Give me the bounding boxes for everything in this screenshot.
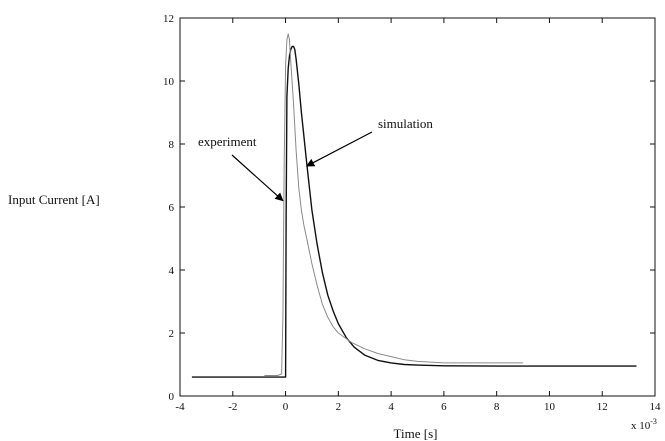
x-tick-label: 2 <box>336 401 342 413</box>
axis-ticks <box>179 17 656 397</box>
y-tick-label: 10 <box>163 76 175 88</box>
y-tick-label: 8 <box>169 139 175 151</box>
x-axis-multiplier: x 10-3 <box>631 417 657 432</box>
y-tick-label: 6 <box>169 202 175 214</box>
annotations: experiment simulation <box>198 116 433 202</box>
y-tick-label: 2 <box>169 328 175 340</box>
x-tick-label: 14 <box>650 401 662 413</box>
series-line-experiment <box>264 33 524 376</box>
x-tick-label: 10 <box>544 401 556 413</box>
x-tick-label: 12 <box>597 401 608 413</box>
x-tick-label: 8 <box>494 401 500 413</box>
y-tick-label: 4 <box>169 265 175 277</box>
y-axis-label: Input Current [A] <box>8 192 100 207</box>
annotation-experiment: experiment <box>198 134 257 149</box>
x-tick-label: -4 <box>175 401 185 413</box>
x-tick-label: 0 <box>283 401 289 413</box>
annotation-arrow-simulation <box>305 131 373 167</box>
x-tick-label: 4 <box>388 401 394 413</box>
y-tick-labels: 0 2 4 6 8 10 12 <box>163 13 175 403</box>
series-lines <box>191 33 637 378</box>
plot-area-frame <box>179 17 656 397</box>
x-axis-label: Time [s] <box>394 426 438 441</box>
x-tick-labels: -4 -2 0 2 4 6 8 10 12 14 <box>175 401 661 413</box>
annotation-arrow-experiment <box>231 154 284 202</box>
y-tick-label: 0 <box>169 391 175 403</box>
x-tick-label: 6 <box>441 401 447 413</box>
y-tick-label: 12 <box>163 13 174 25</box>
x-axis-multiplier-exponent: -3 <box>650 417 657 426</box>
series-line-simulation <box>191 45 637 378</box>
x-axis-multiplier-base: x 10 <box>631 420 651 432</box>
x-tick-label: -2 <box>228 401 237 413</box>
annotation-simulation: simulation <box>378 116 433 131</box>
